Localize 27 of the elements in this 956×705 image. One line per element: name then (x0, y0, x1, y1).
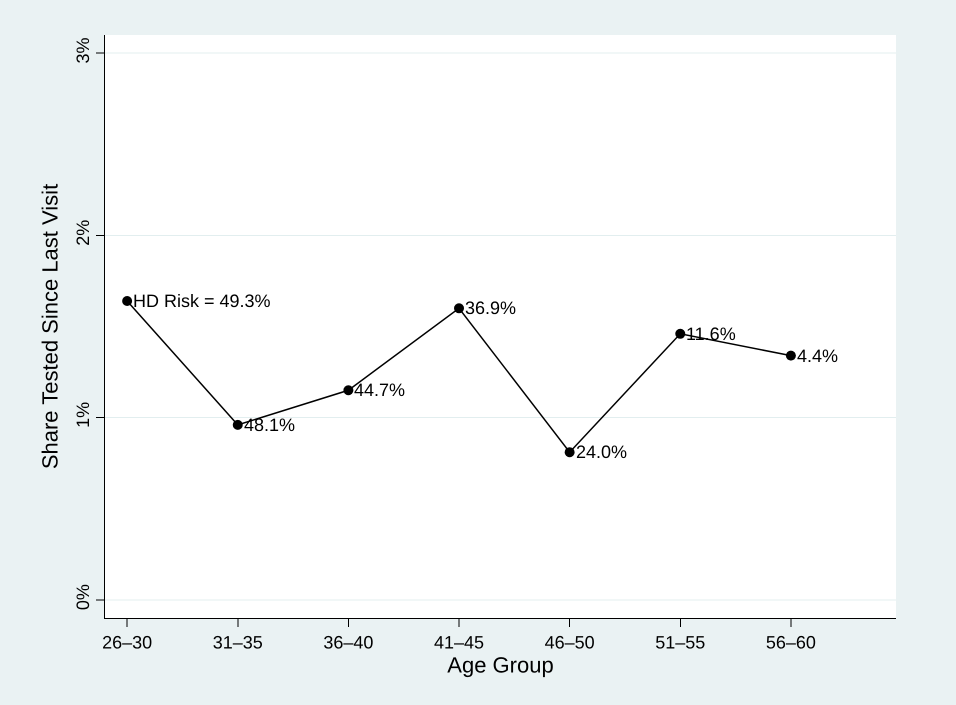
annotation: 36.9% (465, 298, 516, 318)
y-tick-label: 3% (72, 38, 93, 64)
point (122, 296, 132, 306)
x-tick-label: 26–30 (102, 632, 152, 653)
y-tick-label: 0% (72, 584, 93, 610)
x-tick-label: 31–35 (212, 632, 263, 653)
x-tick-label: 56–60 (766, 632, 816, 653)
annotation: 24.0% (576, 442, 628, 462)
point (675, 328, 686, 339)
point (454, 303, 464, 314)
point (786, 350, 796, 361)
x-tick-label: 36–40 (323, 632, 374, 653)
y-tick-label: 1% (72, 402, 93, 428)
annotation: 11.6% (686, 324, 736, 344)
point (564, 447, 575, 458)
x-tick-label: 41–45 (434, 632, 484, 653)
annotation: 44.7% (354, 380, 406, 400)
annotation: HD Risk = 49.3% (133, 291, 271, 311)
point (232, 420, 243, 430)
x-axis-title: Age Group (447, 652, 554, 678)
annotation: 48.1% (244, 415, 296, 435)
y-axis-title: Share Tested Since Last Visit (38, 184, 63, 470)
y-tick-label: 2% (72, 220, 93, 246)
x-tick-label: 51–55 (655, 632, 706, 653)
point (343, 385, 354, 396)
annotation: 4.4% (797, 346, 838, 366)
x-tick-label: 46–50 (544, 632, 595, 653)
